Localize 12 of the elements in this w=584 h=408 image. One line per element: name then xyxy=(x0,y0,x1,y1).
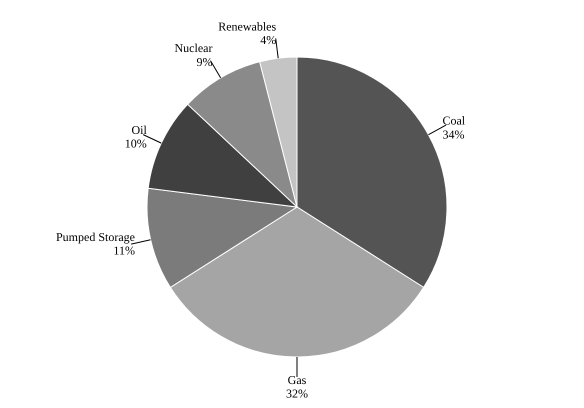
data-label: 9% xyxy=(196,54,212,69)
data-label: 10% xyxy=(124,136,147,151)
data-label: 4% xyxy=(260,33,276,48)
slice-label: Gas xyxy=(288,372,307,387)
slice-label: Nuclear xyxy=(174,41,212,56)
slice-label: Pumped Storage xyxy=(56,230,135,244)
slice-label: Renewables xyxy=(218,19,277,34)
slice-label: Oil xyxy=(131,122,148,137)
data-label: 34% xyxy=(442,127,464,142)
slice-label: Coal xyxy=(442,114,466,128)
data-label: 32% xyxy=(286,386,308,401)
data-label: 11% xyxy=(113,244,135,258)
